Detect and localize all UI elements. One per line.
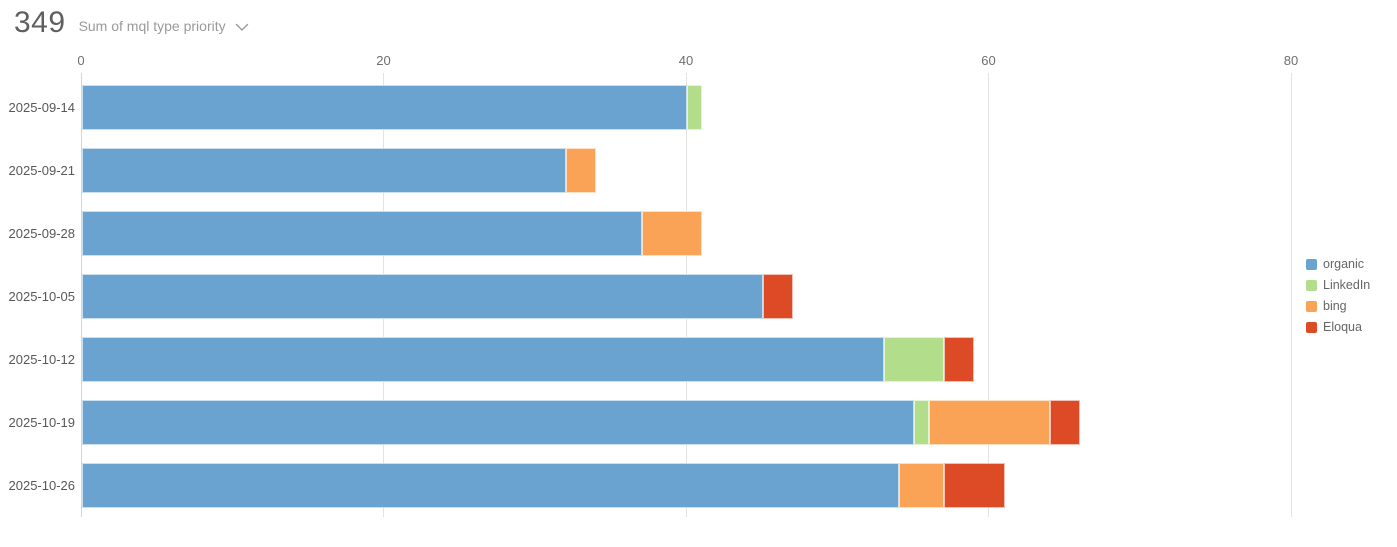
legend-item-Eloqua[interactable]: Eloqua xyxy=(1306,320,1370,334)
bar-segment-organic[interactable] xyxy=(82,85,687,130)
legend-label: LinkedIn xyxy=(1323,278,1371,292)
y-axis-category-label: 2025-10-19 xyxy=(8,414,76,430)
x-axis-tick-label: 80 xyxy=(1283,53,1299,68)
legend-swatch-organic xyxy=(1306,258,1317,270)
bar-segment-Eloqua[interactable] xyxy=(1050,400,1081,445)
y-axis-category-label: 2025-10-26 xyxy=(8,477,76,493)
gridline xyxy=(988,73,989,517)
bar-segment-organic[interactable] xyxy=(82,211,642,256)
legend-swatch-LinkedIn xyxy=(1306,279,1317,291)
bar-segment-bing[interactable] xyxy=(929,400,1050,445)
legend-item-organic[interactable]: organic xyxy=(1306,257,1370,271)
bar-segment-Eloqua[interactable] xyxy=(762,274,793,319)
x-axis-tick-label: 0 xyxy=(77,53,85,68)
bar-segment-LinkedIn[interactable] xyxy=(687,85,703,130)
y-axis-category-label: 2025-09-28 xyxy=(8,225,76,241)
card-header: 349 Sum of mql type priority xyxy=(14,6,249,40)
legend-label: Eloqua xyxy=(1323,320,1362,334)
metric-total-value: 349 xyxy=(14,6,66,39)
legend-label: bing xyxy=(1323,299,1347,313)
chevron-down-icon[interactable] xyxy=(235,23,249,32)
bar-segment-organic[interactable] xyxy=(82,274,763,319)
bar-segment-bing[interactable] xyxy=(566,148,597,193)
legend-swatch-bing xyxy=(1306,300,1317,312)
bar-segment-organic[interactable] xyxy=(82,400,914,445)
y-axis-category-label: 2025-09-14 xyxy=(8,99,76,115)
chart-legend: organic LinkedIn bing Eloqua xyxy=(1306,257,1370,341)
bar-segment-organic[interactable] xyxy=(82,337,884,382)
gridline xyxy=(1290,73,1292,517)
bar-segment-bing[interactable] xyxy=(641,211,703,256)
bar-segment-organic[interactable] xyxy=(82,463,899,508)
bar-segment-LinkedIn[interactable] xyxy=(883,337,945,382)
bar-segment-Eloqua[interactable] xyxy=(944,463,1005,508)
bar-segment-Eloqua[interactable] xyxy=(944,337,975,382)
legend-item-bing[interactable]: bing xyxy=(1306,299,1370,313)
metric-title: Sum of mql type priority xyxy=(78,18,226,34)
x-axis-tick-label: 40 xyxy=(678,53,694,68)
x-axis-tick-label: 60 xyxy=(981,53,996,68)
gridline xyxy=(80,73,82,517)
legend-item-LinkedIn[interactable]: LinkedIn xyxy=(1306,278,1370,292)
bar-segment-LinkedIn[interactable] xyxy=(913,400,929,445)
y-axis-category-label: 2025-09-21 xyxy=(8,162,76,178)
y-axis-category-label: 2025-10-12 xyxy=(8,351,76,367)
bar-segment-organic[interactable] xyxy=(82,148,566,193)
legend-label: organic xyxy=(1323,257,1364,271)
bar-segment-bing[interactable] xyxy=(898,463,945,508)
y-axis-category-label: 2025-10-05 xyxy=(8,288,76,304)
x-axis-tick-label: 20 xyxy=(376,53,391,68)
legend-swatch-Eloqua xyxy=(1306,321,1317,333)
